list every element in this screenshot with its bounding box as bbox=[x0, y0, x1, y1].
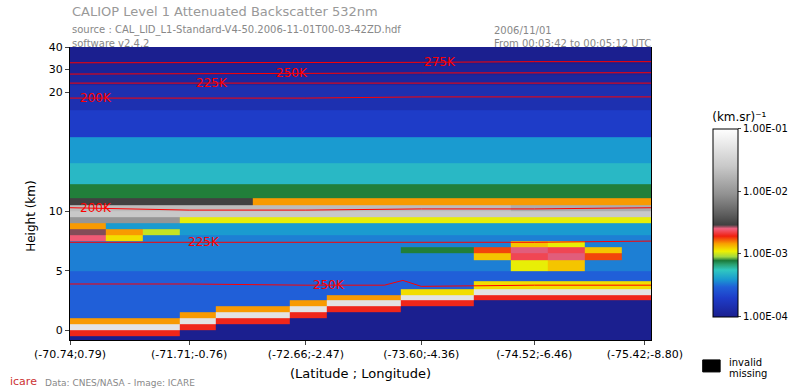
svg-text:(-73.60;-4.36): (-73.60;-4.36) bbox=[383, 348, 459, 361]
svg-text:icare: icare bbox=[10, 375, 37, 388]
svg-text:Height (km): Height (km) bbox=[24, 180, 38, 251]
svg-text:(Latitude ; Longitude): (Latitude ; Longitude) bbox=[290, 366, 431, 381]
svg-text:missing: missing bbox=[729, 368, 767, 379]
svg-text:invalid: invalid bbox=[729, 357, 762, 368]
svg-text:30: 30 bbox=[49, 63, 63, 76]
svg-text:250K: 250K bbox=[313, 278, 345, 292]
svg-text:(-75.42;-8.80): (-75.42;-8.80) bbox=[607, 348, 683, 361]
svg-text:1.00E-01: 1.00E-01 bbox=[743, 123, 788, 134]
svg-text:source : CAL_LID_L1-Standard-V: source : CAL_LID_L1-Standard-V4-50.2006-… bbox=[72, 24, 401, 36]
svg-text:200K: 200K bbox=[80, 91, 112, 105]
svg-text:From 00:03:42 to 00:05:12 UTC: From 00:03:42 to 00:05:12 UTC bbox=[494, 38, 651, 49]
svg-text:(-74.52;-6.46): (-74.52;-6.46) bbox=[496, 348, 572, 361]
svg-text:CALIOP Level 1 Attenuated Back: CALIOP Level 1 Attenuated Backscatter 53… bbox=[72, 4, 378, 19]
svg-text:(-70.74;0.79): (-70.74;0.79) bbox=[34, 348, 106, 361]
svg-text:2006/11/01: 2006/11/01 bbox=[494, 25, 552, 36]
svg-text:1.00E-03: 1.00E-03 bbox=[743, 248, 788, 259]
svg-text:Data: CNES/NASA - Image: ICARE: Data: CNES/NASA - Image: ICARE bbox=[45, 378, 195, 388]
svg-text:1.00E-04: 1.00E-04 bbox=[743, 311, 788, 322]
svg-text:275K: 275K bbox=[424, 55, 456, 69]
svg-text:10: 10 bbox=[49, 205, 63, 218]
svg-text:225K: 225K bbox=[188, 235, 220, 249]
svg-text:200K: 200K bbox=[80, 201, 112, 215]
svg-text:20: 20 bbox=[49, 86, 63, 99]
svg-text:software v2.4.2: software v2.4.2 bbox=[72, 38, 150, 49]
svg-text:40: 40 bbox=[49, 41, 63, 54]
svg-text:(-72.66;-2.47): (-72.66;-2.47) bbox=[268, 348, 344, 361]
svg-text:(-71.71;-0.76): (-71.71;-0.76) bbox=[151, 348, 227, 361]
svg-text:5: 5 bbox=[56, 265, 63, 278]
svg-text:1.00E-02: 1.00E-02 bbox=[743, 186, 788, 197]
svg-text:225K: 225K bbox=[196, 76, 228, 90]
svg-text:(km.sr)⁻¹: (km.sr)⁻¹ bbox=[712, 110, 766, 124]
svg-text:250K: 250K bbox=[276, 66, 308, 80]
svg-text:0: 0 bbox=[56, 324, 63, 337]
